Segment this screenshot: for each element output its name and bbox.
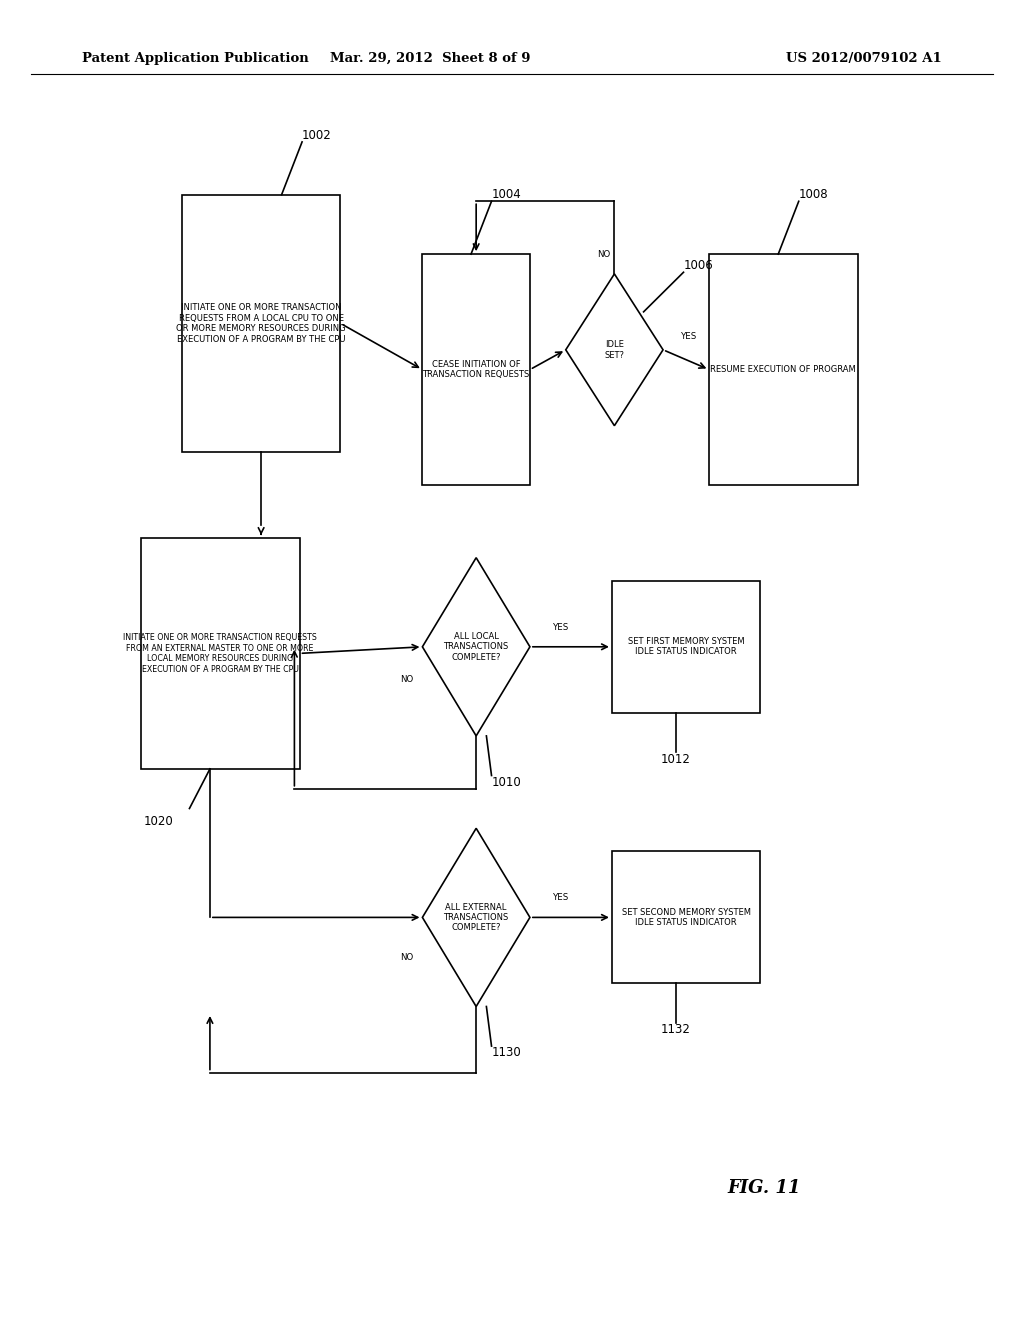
FancyBboxPatch shape	[612, 581, 760, 713]
Text: FIG. 11: FIG. 11	[727, 1179, 801, 1197]
Text: SET FIRST MEMORY SYSTEM
IDLE STATUS INDICATOR: SET FIRST MEMORY SYSTEM IDLE STATUS INDI…	[628, 638, 744, 656]
Text: SET SECOND MEMORY SYSTEM
IDLE STATUS INDICATOR: SET SECOND MEMORY SYSTEM IDLE STATUS IND…	[622, 908, 751, 927]
FancyBboxPatch shape	[141, 539, 299, 768]
Text: ALL EXTERNAL
TRANSACTIONS
COMPLETE?: ALL EXTERNAL TRANSACTIONS COMPLETE?	[443, 903, 509, 932]
Text: YES: YES	[553, 894, 568, 902]
Polygon shape	[423, 829, 530, 1006]
Text: ALL LOCAL
TRANSACTIONS
COMPLETE?: ALL LOCAL TRANSACTIONS COMPLETE?	[443, 632, 509, 661]
Text: 1130: 1130	[492, 1047, 521, 1059]
Text: 1132: 1132	[660, 1023, 690, 1036]
Text: 1006: 1006	[684, 259, 714, 272]
FancyBboxPatch shape	[709, 255, 858, 486]
Polygon shape	[423, 557, 530, 737]
FancyBboxPatch shape	[423, 255, 530, 486]
FancyBboxPatch shape	[182, 195, 340, 451]
Text: NO: NO	[400, 676, 414, 684]
Text: 1010: 1010	[492, 776, 521, 788]
Polygon shape	[565, 275, 664, 425]
Text: IDLE
SET?: IDLE SET?	[604, 341, 625, 359]
Text: 1012: 1012	[660, 752, 690, 766]
Text: YES: YES	[553, 623, 568, 631]
FancyBboxPatch shape	[612, 851, 760, 983]
Text: Mar. 29, 2012  Sheet 8 of 9: Mar. 29, 2012 Sheet 8 of 9	[330, 51, 530, 65]
Text: INITIATE ONE OR MORE TRANSACTION REQUESTS
FROM AN EXTERNAL MASTER TO ONE OR MORE: INITIATE ONE OR MORE TRANSACTION REQUEST…	[123, 634, 317, 673]
Text: RESUME EXECUTION OF PROGRAM: RESUME EXECUTION OF PROGRAM	[711, 366, 856, 374]
Text: NO: NO	[400, 953, 414, 961]
Text: INITIATE ONE OR MORE TRANSACTION
REQUESTS FROM A LOCAL CPU TO ONE
OR MORE MEMORY: INITIATE ONE OR MORE TRANSACTION REQUEST…	[176, 304, 346, 343]
Text: 1008: 1008	[799, 189, 828, 201]
Text: 1002: 1002	[302, 129, 332, 141]
Text: 1020: 1020	[143, 816, 173, 828]
Text: NO: NO	[598, 249, 610, 259]
Text: YES: YES	[681, 333, 696, 341]
Text: US 2012/0079102 A1: US 2012/0079102 A1	[786, 51, 942, 65]
Text: CEASE INITIATION OF
TRANSACTION REQUESTS: CEASE INITIATION OF TRANSACTION REQUESTS	[423, 360, 529, 379]
Text: Patent Application Publication: Patent Application Publication	[82, 51, 308, 65]
Text: 1004: 1004	[492, 189, 521, 201]
